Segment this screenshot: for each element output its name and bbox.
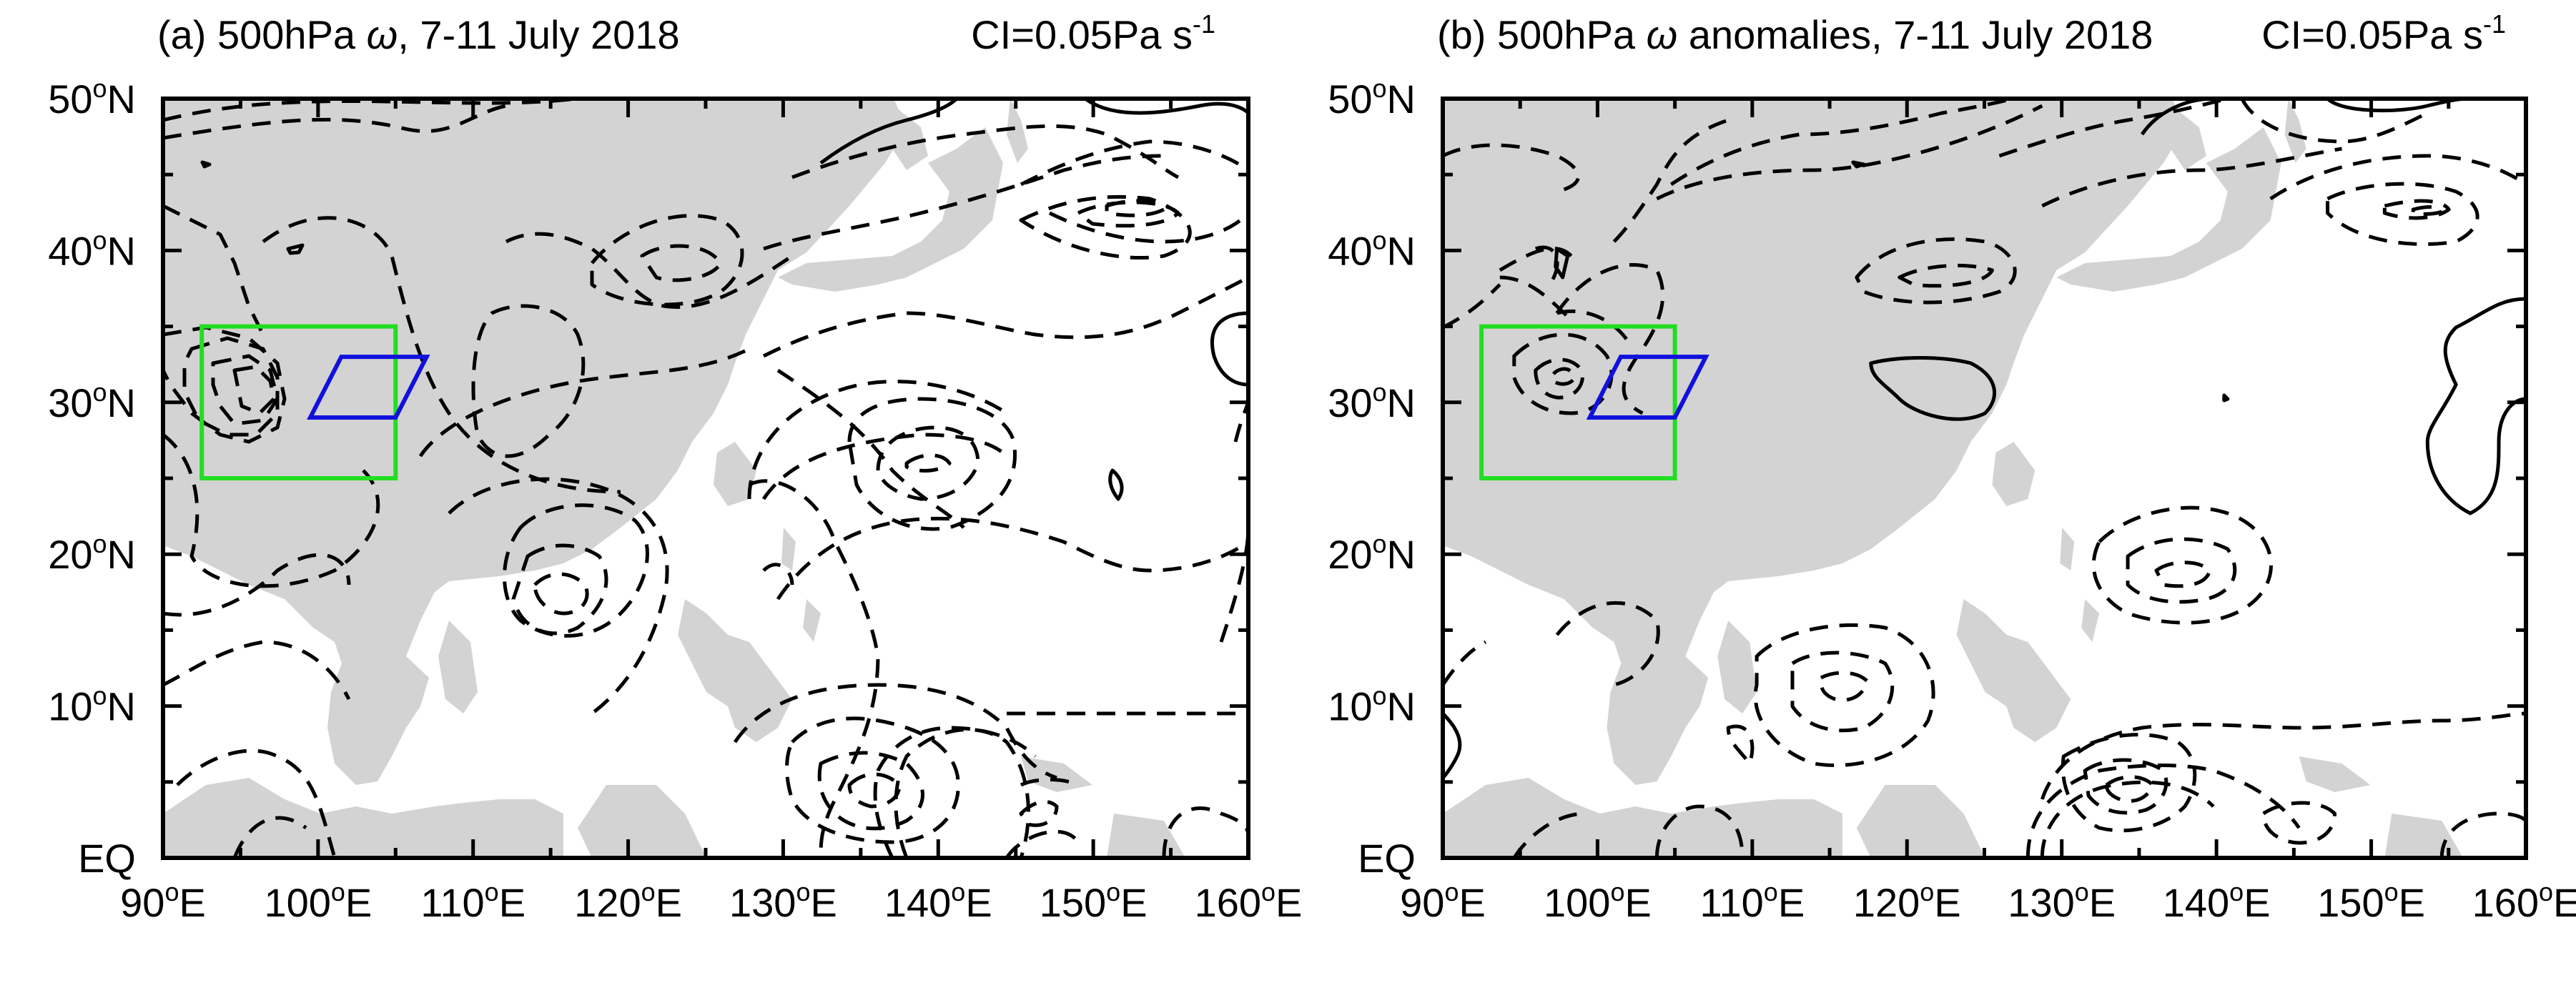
panel-a-ci-text: CI=0.05Pa s — [971, 12, 1193, 57]
lat-label: 10oN — [1328, 681, 1416, 729]
lon-label: 90oE — [120, 877, 206, 925]
lat-label: 20oN — [1328, 529, 1416, 577]
panel-b-lon-labels: 90oE 100oE 110oE 120oE 130oE 140oE 150oE 160oE — [1400, 877, 2576, 925]
lat-label: 50oN — [1328, 74, 1416, 122]
panel-b-ci-label: CI=0.05Pa s-1 — [2261, 9, 2506, 57]
panel-b-ci-text: CI=0.05Pa s — [2261, 12, 2483, 57]
lon-label: 130oE — [729, 877, 837, 925]
lat-label: 10oN — [48, 681, 136, 729]
lat-label: 20oN — [48, 529, 136, 577]
lon-label: 120oE — [574, 877, 682, 925]
panel-b-title-prefix: (b) 500hPa — [1437, 12, 1647, 57]
blue-parallelogram-box — [1586, 355, 1709, 420]
panel-a-title-suffix: , 7-11 July 2018 — [398, 12, 679, 57]
panel-b-omega-symbol: ω — [1647, 12, 1678, 57]
green-region-box — [1479, 324, 1677, 480]
panel-a-ci-exp: -1 — [1193, 9, 1215, 39]
panel-a-lat-labels: 50oN 40oN 30oN 20oN 10oN EQ — [48, 74, 136, 881]
lon-label: 140oE — [884, 877, 992, 925]
lat-label: 30oN — [1328, 377, 1416, 425]
panel-b-axis-ticks — [1441, 97, 2528, 860]
equator-label: EQ — [78, 836, 136, 881]
panel-a-title-prefix: (a) 500hPa — [157, 12, 367, 57]
lon-label: 150oE — [1040, 877, 1148, 925]
lon-label: 100oE — [264, 877, 372, 925]
blue-parallelogram-box — [307, 355, 430, 420]
panel-b-lat-labels: 50oN 40oN 30oN 20oN 10oN EQ — [1328, 74, 1416, 881]
panel-a-title: (a) 500hPa ω, 7-11 July 2018 — [157, 12, 680, 57]
green-region-box — [199, 324, 398, 480]
panel-b-title-suffix: anomalies, 7-11 July 2018 — [1677, 12, 2153, 57]
lat-label: 40oN — [1328, 225, 1416, 273]
lat-label: 50oN — [48, 74, 136, 122]
panel-b-ci-exp: -1 — [2483, 9, 2506, 39]
panel-a-region-boxes — [199, 324, 430, 480]
lat-label: 40oN — [48, 225, 136, 273]
panel-b-region-boxes — [1479, 324, 1709, 480]
panel-a-omega-symbol: ω — [367, 12, 398, 57]
lon-label: 100oE — [1544, 877, 1652, 925]
lon-label: 90oE — [1400, 877, 1486, 925]
panel-b-title: (b) 500hPa ω anomalies, 7-11 July 2018 — [1437, 12, 2153, 57]
lon-label: 130oE — [2008, 877, 2116, 925]
lon-label: 110oE — [1700, 877, 1805, 925]
equator-label: EQ — [1358, 836, 1416, 881]
lon-label: 150oE — [2317, 877, 2425, 925]
lon-label: 120oE — [1853, 877, 1961, 925]
panel-a: (a) 500hPa ω, 7-11 July 2018 CI=0.05Pa s… — [48, 9, 1302, 925]
panel-a-ci-label: CI=0.05Pa s-1 — [971, 9, 1215, 57]
lon-label: 110oE — [420, 877, 525, 925]
lon-label: 140oE — [2163, 877, 2271, 925]
lat-label: 30oN — [48, 377, 136, 425]
lon-label: 160oE — [1195, 877, 1303, 925]
panel-a-lon-labels: 90oE 100oE 110oE 120oE 130oE 140oE 150oE 160oE — [120, 877, 1302, 925]
lon-label: 160oE — [2472, 877, 2576, 925]
panel-b: (b) 500hPa ω anomalies, 7-11 July 2018 C… — [1328, 9, 2576, 925]
panel-a-axis-ticks — [161, 97, 1250, 860]
